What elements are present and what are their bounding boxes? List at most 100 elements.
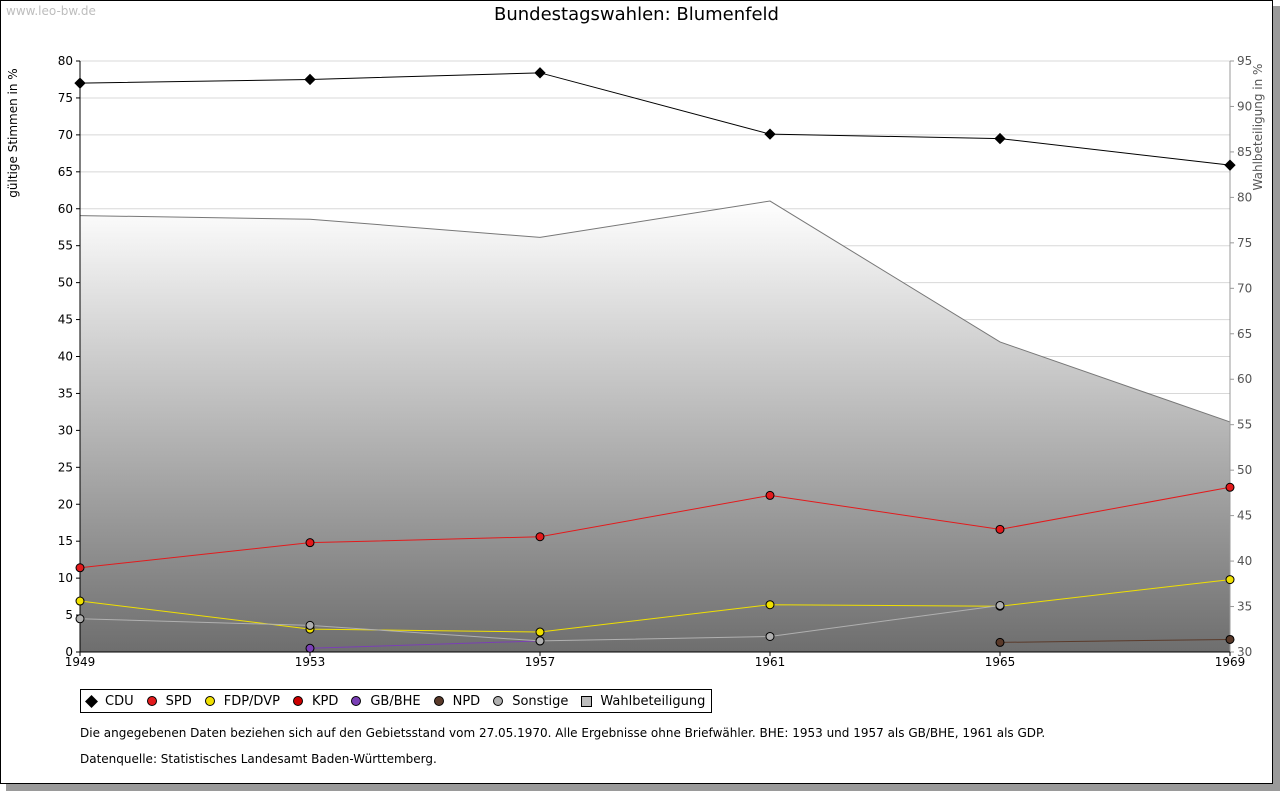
legend-symbol [492, 695, 504, 707]
y-tick-label: 20 [58, 497, 73, 511]
y-tick-label: 55 [58, 239, 73, 253]
legend-symbol [84, 694, 98, 708]
y2-tick-label: 45 [1237, 509, 1252, 523]
legend-label: CDU [105, 693, 134, 709]
legend-label: FDP/DVP [223, 693, 280, 709]
data-point-sonstige [75, 614, 85, 624]
y2-tick-label: 70 [1237, 281, 1252, 295]
y2-tick-label: 50 [1237, 463, 1252, 477]
x-tick-label: 1957 [525, 655, 556, 669]
data-point-spd [765, 490, 775, 500]
legend-symbol [292, 695, 304, 707]
x-tick-label: 1969 [1215, 655, 1246, 669]
legend-label: Sonstige [512, 693, 569, 709]
y2-tick-label: 60 [1237, 372, 1252, 386]
legend-label: GB/BHE [370, 693, 421, 709]
y2-tick-label: 65 [1237, 327, 1252, 341]
y-tick-label: 75 [58, 91, 73, 105]
watermark: www.leo-bw.de [6, 4, 96, 18]
data-point-gb-bhe [305, 643, 315, 653]
y-tick-label: 60 [58, 202, 73, 216]
legend-item-kpd: KPD [292, 694, 338, 709]
legend-item-npd: NPD [433, 693, 481, 709]
data-point-sonstige [535, 636, 545, 646]
x-tick-label: 1953 [295, 655, 326, 669]
legend-symbol [580, 695, 592, 707]
y2-tick-label: 75 [1237, 236, 1252, 250]
y-tick-label: 35 [58, 386, 73, 400]
data-point-cdu [74, 77, 86, 89]
legend-label: SPD [165, 693, 192, 709]
legend: CDU SPD FDP/DVP KPD GB/BHE NPD Sonstige Wahlbet… [80, 689, 713, 713]
data-point-fdp-dvp [1225, 575, 1235, 585]
x-tick-label: 1961 [755, 655, 786, 669]
series-line-npd [999, 638, 1231, 643]
y2-tick-label: 80 [1237, 190, 1252, 204]
data-point-sonstige [765, 631, 775, 641]
data-point-cdu [1224, 159, 1236, 171]
data-point-spd [535, 532, 545, 542]
series-line-spd [79, 486, 1231, 569]
y2-tick-label: 85 [1237, 145, 1252, 159]
y-tick-label: 5 [65, 608, 73, 622]
turnout-area [79, 200, 1231, 652]
y-tick-label: 25 [58, 460, 73, 474]
legend-item-spd: SPD [146, 694, 192, 709]
data-point-sonstige [305, 620, 315, 630]
frame-shadow-right [1273, 6, 1280, 791]
y-tick-label: 15 [58, 534, 73, 548]
data-point-spd [995, 524, 1005, 534]
data-source: Datenquelle: Statistisches Landesamt Bad… [80, 752, 437, 766]
legend-item-gb-bhe: GB/BHE [350, 693, 421, 709]
y2-axis-title: Wahlbeteiligung in % [1251, 64, 1265, 191]
legend-label: KPD [311, 693, 339, 709]
y2-tick-label: 55 [1237, 418, 1252, 432]
series-line-cdu [79, 72, 1231, 166]
y-tick-label: 30 [58, 423, 73, 437]
legend-item-cdu: CDU [84, 693, 134, 709]
data-point-cdu [534, 67, 546, 79]
data-point-fdp-dvp [535, 627, 545, 637]
data-point-cdu [994, 132, 1006, 145]
y2-tick-label: 95 [1237, 54, 1252, 68]
x-tick-label: 1965 [985, 655, 1016, 669]
data-point-spd [1225, 482, 1235, 492]
y2-tick-label: 35 [1237, 600, 1252, 614]
series-line-gb-bhe [309, 640, 541, 649]
chart-title: Bundestagswahlen: Blumenfeld [494, 4, 779, 25]
chart-svg: 0 5 10 15 20 25 30 35 40 45 50 55 60 65 70 75 80 30 35 40 45… [6, 54, 1265, 669]
y2-tick-label: 40 [1237, 554, 1252, 568]
legend-item-wahlbeteiligung: Wahlbeteiligung [580, 694, 705, 709]
data-point-spd [75, 563, 85, 573]
y-tick-label: 65 [58, 165, 73, 179]
legend-item-fdp-dvp: FDP/DVP [204, 694, 280, 709]
legend-label: Wahlbeteiligung [600, 693, 706, 709]
footnote: Die angegebenen Daten beziehen sich auf … [80, 726, 1046, 740]
y-tick-label: 10 [58, 571, 73, 585]
y-tick-label: 70 [58, 128, 73, 142]
legend-symbol [204, 695, 216, 707]
frame-shadow-bottom [6, 784, 1280, 791]
legend-symbol [146, 695, 158, 707]
y-tick-label: 0 [65, 645, 73, 659]
legend-label: NPD [452, 693, 481, 709]
y-tick-label: 80 [58, 54, 73, 68]
turnout-area-fill [80, 201, 1230, 652]
y-tick-label: 40 [58, 350, 73, 364]
y2-tick-label: 90 [1237, 99, 1252, 113]
legend-symbol [433, 695, 445, 707]
y-tick-label: 45 [58, 313, 73, 327]
data-point-spd [305, 538, 315, 548]
turnout-line [79, 200, 1231, 423]
data-point-sonstige [995, 600, 1005, 610]
x-tick-label: 1949 [65, 655, 96, 669]
data-point-fdp-dvp [765, 600, 775, 610]
y-axis-title: gültige Stimmen in % [6, 68, 20, 197]
data-point-cdu [304, 73, 316, 86]
data-point-cdu [764, 128, 776, 140]
legend-item-sonstige: Sonstige [492, 694, 568, 709]
y2-tick-label: 30 [1237, 645, 1252, 659]
data-point-npd [1225, 634, 1235, 644]
axes: 0 5 10 15 20 25 30 35 40 45 50 55 60 65 70 75 80 30 35 40 45… [58, 54, 1253, 669]
data-point-fdp-dvp [75, 596, 85, 606]
